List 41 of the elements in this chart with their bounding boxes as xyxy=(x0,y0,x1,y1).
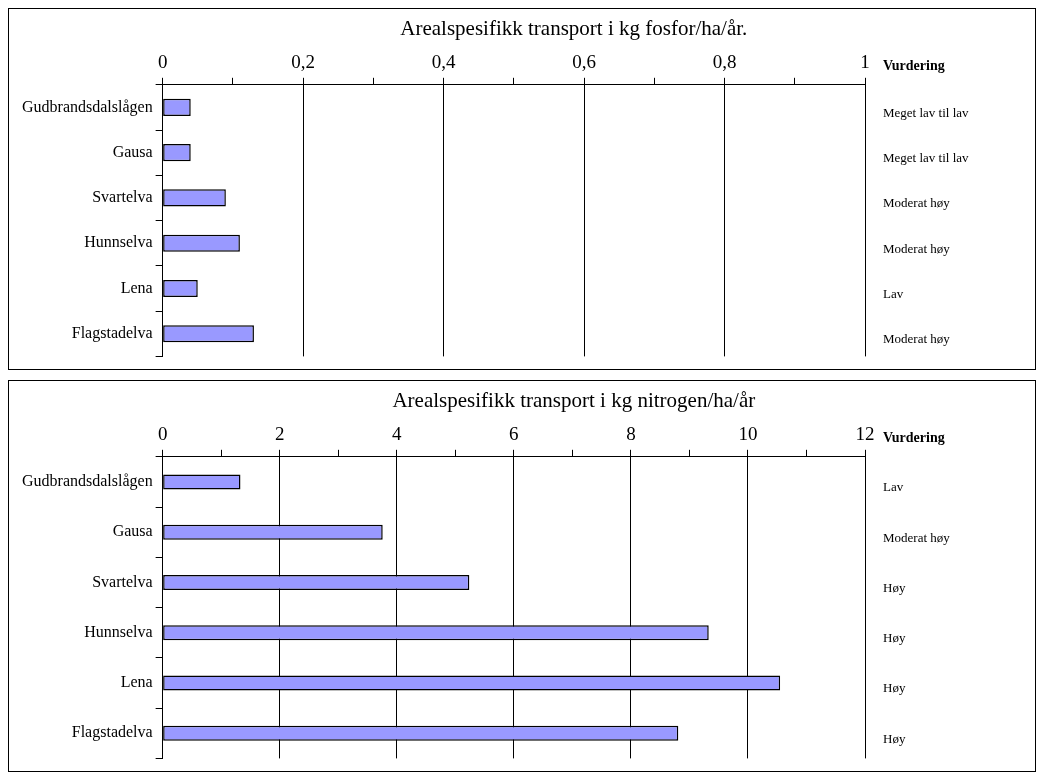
text: Vurdering xyxy=(883,58,945,74)
y-tick-label: Gudbrandsdalslågen xyxy=(21,472,153,491)
y-tick-label: Svartelva xyxy=(92,188,153,206)
y-tick-label: Gudbrandsdalslågen xyxy=(21,97,153,116)
y-tick-label: Lena xyxy=(120,278,153,296)
text: Vurdering xyxy=(883,430,945,446)
x-tick-label: 0,4 xyxy=(431,51,456,73)
text: Høy xyxy=(883,579,906,595)
y-tick-label: Hunnselva xyxy=(84,233,153,251)
text: Meget lav til lav xyxy=(883,104,970,120)
x-tick-label: 6 xyxy=(509,423,519,445)
text: Moderat høy xyxy=(883,331,951,347)
y-tick-label: Gausa xyxy=(112,142,153,160)
x-tick-label: 0,8 xyxy=(712,51,737,73)
y-tick-label: Flagstadelva xyxy=(71,723,153,742)
text: Høy xyxy=(883,730,906,746)
y-tick-label: Flagstadelva xyxy=(71,323,153,342)
x-tick-label: 0 xyxy=(157,51,168,73)
text: Moderat høy xyxy=(883,240,951,256)
y-tick-label: Gausa xyxy=(112,522,153,540)
x-tick-label: 8 xyxy=(626,423,636,445)
text: Lav xyxy=(883,479,904,495)
y-tick-label: Svartelva xyxy=(92,572,153,590)
x-tick-label: 0 xyxy=(157,423,168,445)
x-tick-label: 0,2 xyxy=(291,51,315,73)
x-tick-label: 2 xyxy=(274,423,285,445)
x-tick-label: 12 xyxy=(855,423,875,445)
chart-title: Arealspesifikk transport i kg nitrogen/ha/år xyxy=(392,387,756,412)
x-tick-label: 1 xyxy=(860,51,870,73)
chart-title: Arealspesifikk transport i kg fosfor/ha/år. xyxy=(400,15,748,40)
y-tick-label: Lena xyxy=(120,673,153,691)
text: Meget lav til lav xyxy=(883,150,970,166)
x-tick-label: 0,6 xyxy=(572,51,596,73)
y-tick-label: Hunnselva xyxy=(84,622,153,640)
x-tick-label: 4 xyxy=(392,423,403,445)
text: Høy xyxy=(883,680,906,696)
text: Lav xyxy=(883,285,904,301)
text: Moderat høy xyxy=(883,529,951,545)
text: Høy xyxy=(883,630,906,646)
x-tick-label: 10 xyxy=(738,423,758,445)
text: Moderat høy xyxy=(883,195,951,211)
